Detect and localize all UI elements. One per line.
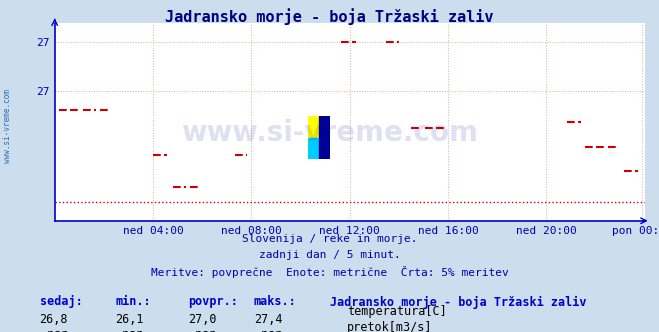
Text: Jadransko morje - boja Tržaski zaliv: Jadransko morje - boja Tržaski zaliv <box>165 8 494 25</box>
Bar <box>319 116 330 159</box>
Text: povpr.:: povpr.: <box>188 295 238 308</box>
Text: www.si-vreme.com: www.si-vreme.com <box>181 119 478 147</box>
Bar <box>308 138 319 159</box>
Text: min.:: min.: <box>115 295 151 308</box>
Text: www.si-vreme.com: www.si-vreme.com <box>3 89 13 163</box>
Text: maks.:: maks.: <box>254 295 297 308</box>
Text: -nan: -nan <box>40 328 68 332</box>
Text: -nan: -nan <box>115 328 144 332</box>
Text: zadnji dan / 5 minut.: zadnji dan / 5 minut. <box>258 250 401 260</box>
Text: Slovenija / reke in morje.: Slovenija / reke in morje. <box>242 234 417 244</box>
Text: 26,8: 26,8 <box>40 313 68 326</box>
Text: sedaj:: sedaj: <box>40 295 82 308</box>
Text: pretok[m3/s]: pretok[m3/s] <box>347 321 433 332</box>
Text: 27,0: 27,0 <box>188 313 216 326</box>
Text: -nan: -nan <box>254 328 282 332</box>
Text: Meritve: povprečne  Enote: metrične  Črta: 5% meritev: Meritve: povprečne Enote: metrične Črta:… <box>151 266 508 278</box>
Text: temperatura[C]: temperatura[C] <box>347 304 447 318</box>
Text: 27,4: 27,4 <box>254 313 282 326</box>
Text: 26,1: 26,1 <box>115 313 144 326</box>
Bar <box>308 116 319 138</box>
Text: Jadransko morje - boja Tržaski zaliv: Jadransko morje - boja Tržaski zaliv <box>330 295 586 308</box>
Text: -nan: -nan <box>188 328 216 332</box>
